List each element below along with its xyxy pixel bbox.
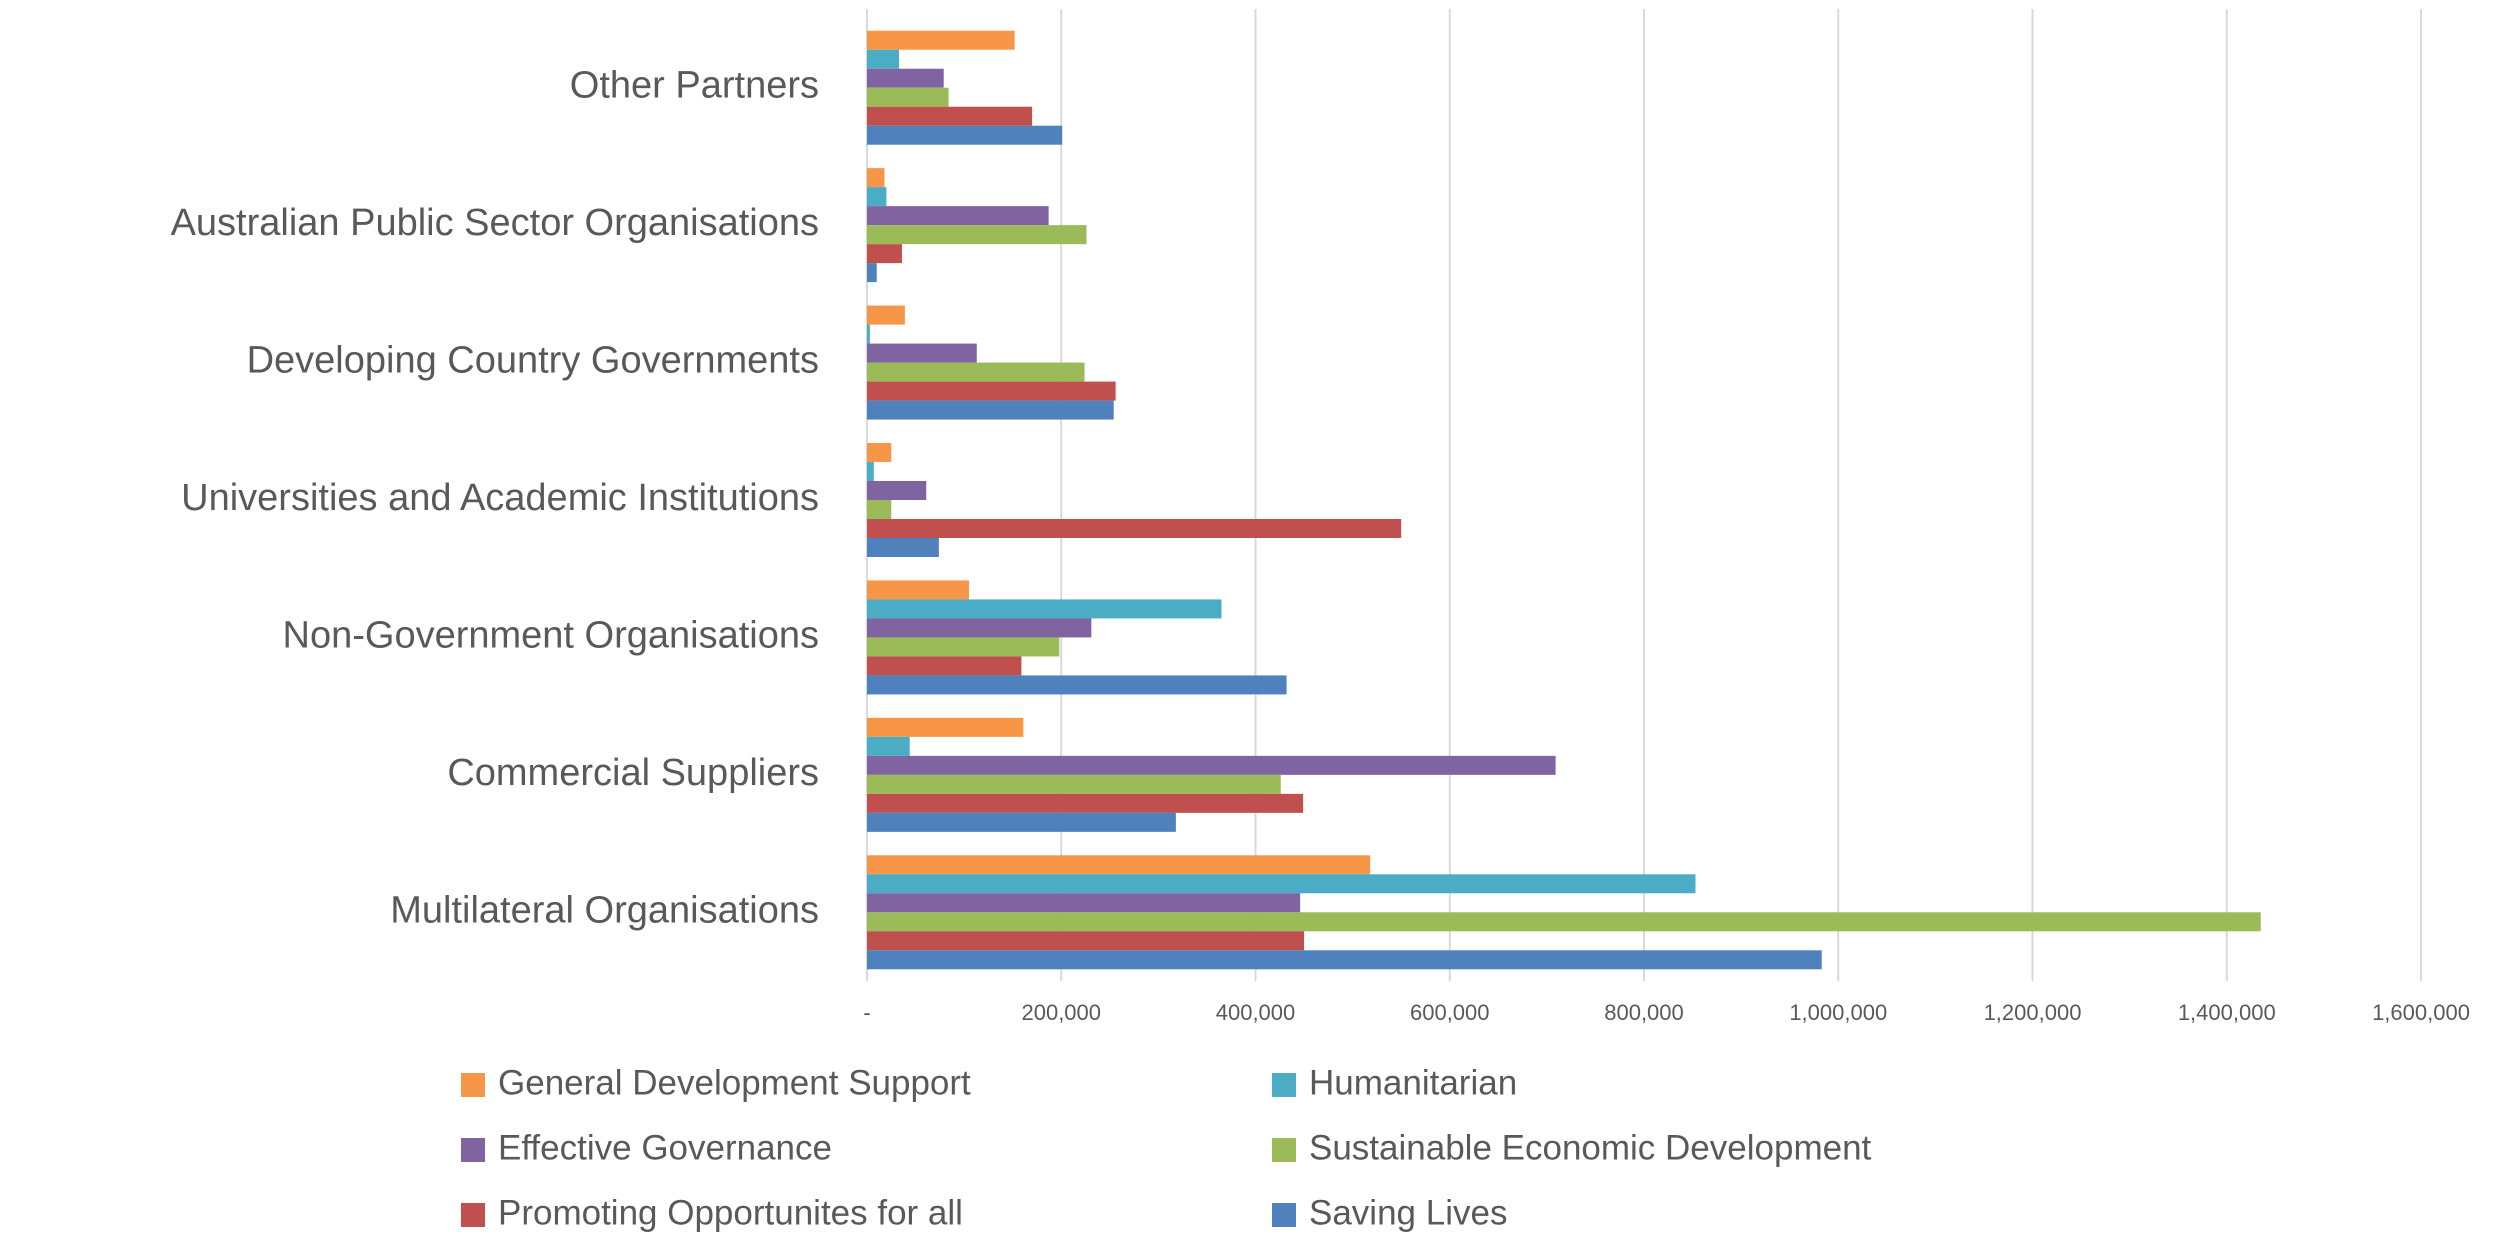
legend-swatch (1272, 1073, 1296, 1097)
bar (867, 462, 874, 481)
bar (867, 481, 927, 500)
bar (867, 87, 949, 107)
x-tick-label: 1,600,000 (2372, 1000, 2470, 1025)
legend-swatch (461, 1138, 485, 1162)
bar (867, 893, 1301, 913)
bar (867, 874, 1696, 894)
bar (867, 755, 1556, 775)
bar (867, 343, 977, 363)
bar (867, 599, 1222, 619)
category-label: Multilateral Organisations (390, 889, 819, 931)
bar (867, 168, 885, 188)
bar (867, 206, 1049, 226)
legend-label: Sustainable Economic Development (1309, 1128, 1872, 1167)
legend-swatch (1272, 1138, 1296, 1162)
bar (867, 793, 1304, 813)
bar (867, 362, 1085, 382)
bar (867, 187, 887, 207)
bar (867, 812, 1176, 832)
category-label: Other Partners (570, 65, 819, 107)
legend-label: Humanitarian (1309, 1063, 1517, 1102)
bar (867, 717, 1024, 737)
bar (867, 675, 1287, 695)
bar (867, 950, 1822, 970)
category-label: Australian Public Sector Organisations (171, 202, 819, 244)
x-tick-label: - (863, 1000, 870, 1025)
bar (867, 305, 905, 325)
bar (867, 263, 877, 283)
bar (867, 443, 892, 462)
category-label: Universities and Academic Institutions (181, 477, 819, 519)
category-label: Developing Country Governments (247, 340, 819, 382)
bar (867, 68, 944, 88)
x-tick-label: 800,000 (1604, 1000, 1684, 1025)
bar (867, 931, 1305, 951)
legend-label: Effective Governance (498, 1128, 832, 1167)
bar (867, 225, 1087, 245)
bar (867, 637, 1060, 657)
bar (867, 855, 1371, 875)
bar (867, 30, 1015, 50)
bar (867, 580, 969, 600)
bar (867, 49, 900, 69)
x-tick-label: 600,000 (1410, 1000, 1490, 1025)
bar (867, 656, 1022, 676)
bar (867, 500, 892, 519)
bar (867, 381, 1116, 401)
x-tick-label: 1,400,000 (2178, 1000, 2276, 1025)
bar (867, 244, 902, 264)
bar (867, 324, 870, 344)
legend-swatch (461, 1203, 485, 1227)
x-tick-label: 1,000,000 (1789, 1000, 1887, 1025)
x-tick-label: 1,200,000 (1984, 1000, 2082, 1025)
legend-swatch (1272, 1203, 1296, 1227)
legend-swatch (461, 1073, 485, 1097)
bar (867, 519, 1402, 538)
legend-label: Saving Lives (1309, 1193, 1507, 1232)
bar (867, 736, 910, 756)
bar (867, 774, 1281, 794)
x-tick-label: 400,000 (1216, 1000, 1296, 1025)
bar (867, 538, 939, 557)
category-label: Non-Government Organisations (283, 614, 819, 656)
bar (867, 912, 2261, 932)
bar (867, 618, 1092, 638)
bar (867, 125, 1063, 145)
legend-label: General Development Support (498, 1063, 971, 1102)
bar (867, 400, 1114, 420)
x-tick-label: 200,000 (1021, 1000, 1101, 1025)
legend-label: Promoting Opportunites for all (498, 1193, 963, 1232)
category-label: Commercial Suppliers (447, 752, 819, 794)
bar (867, 106, 1033, 126)
